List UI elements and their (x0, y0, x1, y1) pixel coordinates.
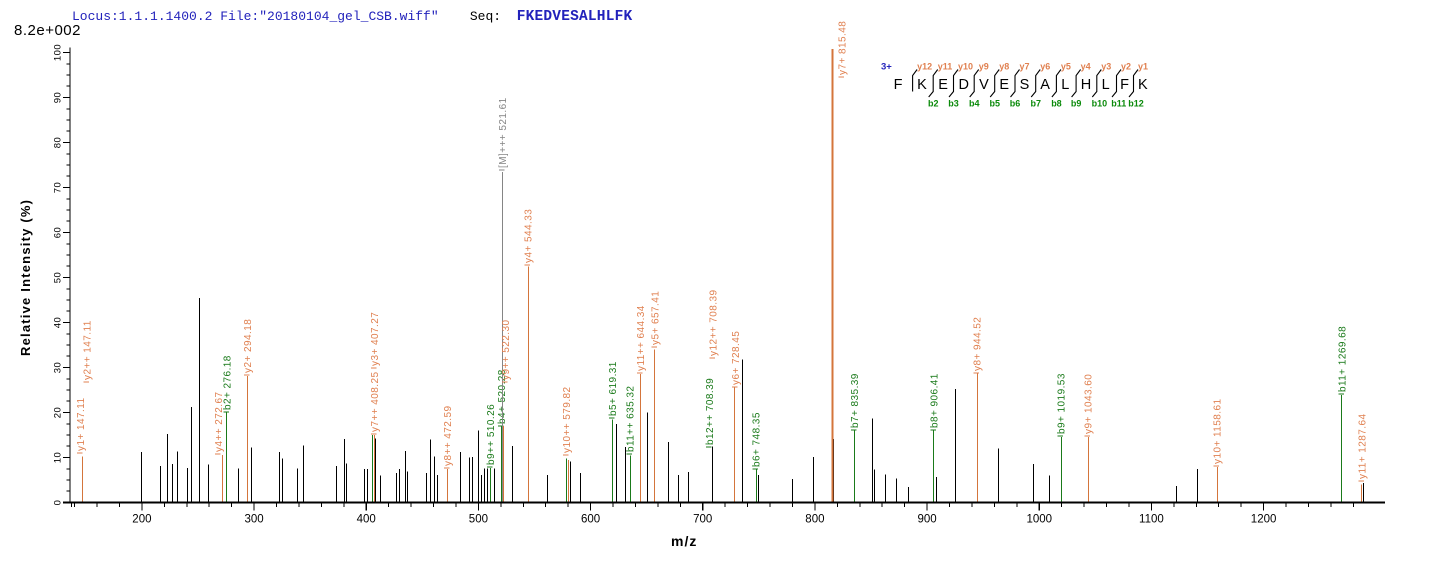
svg-text:y8: y8 (999, 62, 1009, 72)
svg-text:S: S (1020, 77, 1030, 93)
svg-text:60: 60 (53, 227, 64, 238)
svg-text:b6: b6 (1010, 99, 1021, 109)
svg-text:b9++ 510.26: b9++ 510.26 (486, 404, 497, 465)
svg-text:y2+ 294.18: y2+ 294.18 (243, 319, 254, 373)
svg-text:y6+ 728.45: y6+ 728.45 (731, 331, 742, 385)
svg-text:y4: y4 (1081, 62, 1091, 72)
svg-text:A: A (1040, 77, 1050, 93)
svg-text:y4+ 544.33: y4+ 544.33 (524, 209, 535, 263)
svg-text:y6: y6 (1040, 62, 1050, 72)
svg-text:500: 500 (469, 514, 488, 526)
svg-text:Relative Intensity (%): Relative Intensity (%) (18, 199, 33, 356)
svg-text:b7+ 835.39: b7+ 835.39 (850, 373, 861, 428)
svg-text:b2: b2 (928, 99, 939, 109)
svg-text:D: D (959, 77, 969, 93)
svg-text:F: F (894, 77, 903, 93)
svg-text:b10: b10 (1092, 99, 1108, 109)
svg-text:50: 50 (53, 272, 64, 283)
svg-text:1000: 1000 (1027, 514, 1053, 526)
svg-text:y2: y2 (1121, 62, 1131, 72)
svg-text:1100: 1100 (1139, 514, 1164, 526)
svg-text:100: 100 (53, 44, 64, 61)
svg-text:E: E (999, 77, 1009, 93)
svg-text:H: H (1081, 77, 1091, 93)
svg-text:20: 20 (53, 407, 64, 418)
svg-text:b7: b7 (1031, 99, 1042, 109)
svg-text:V: V (979, 77, 989, 93)
svg-text:700: 700 (693, 514, 712, 526)
svg-text:L: L (1102, 77, 1110, 93)
svg-text:b8: b8 (1051, 99, 1062, 109)
svg-text:y11+ 1287.64: y11+ 1287.64 (1357, 413, 1368, 479)
svg-text:y12++ 708.39: y12++ 708.39 (708, 289, 719, 356)
svg-text:y3: y3 (1101, 62, 1111, 72)
svg-text:y7: y7 (1020, 62, 1030, 72)
svg-text:b5: b5 (990, 99, 1001, 109)
svg-text:0: 0 (53, 500, 64, 506)
svg-text:y12: y12 (917, 62, 932, 72)
svg-text:b5+ 619.31: b5+ 619.31 (608, 361, 619, 416)
svg-text:70: 70 (53, 182, 64, 193)
svg-text:K: K (917, 77, 927, 93)
svg-text:b9: b9 (1071, 99, 1082, 109)
svg-text:b11++ 635.32: b11++ 635.32 (626, 386, 637, 452)
svg-text:y10: y10 (958, 62, 973, 72)
svg-text:y1+ 147.11: y1+ 147.11 (76, 397, 87, 451)
svg-text:b6+ 748.35: b6+ 748.35 (752, 412, 763, 467)
svg-text:F: F (1120, 77, 1129, 93)
svg-text:1200: 1200 (1251, 514, 1277, 526)
svg-text:y4++ 272.67: y4++ 272.67 (214, 391, 225, 452)
svg-text:b3: b3 (948, 99, 959, 109)
svg-text:200: 200 (132, 514, 151, 526)
svg-text:E: E (938, 77, 948, 93)
svg-text:y8+ 944.52: y8+ 944.52 (973, 317, 984, 371)
svg-text:90: 90 (53, 92, 64, 103)
svg-text:y2++ 147.11: y2++ 147.11 (83, 320, 94, 380)
svg-text:y9++ 522.30: y9++ 522.30 (501, 319, 512, 380)
svg-text:b12++ 708.39: b12++ 708.39 (705, 378, 716, 445)
svg-text:y11: y11 (938, 62, 953, 72)
svg-text:b2+ 276.18: b2+ 276.18 (222, 355, 233, 410)
svg-text:b4: b4 (969, 99, 980, 109)
svg-text:y5+ 657.41: y5+ 657.41 (651, 291, 662, 345)
svg-text:900: 900 (918, 514, 937, 526)
svg-text:3+: 3+ (881, 61, 892, 72)
svg-text:b8+ 906.41: b8+ 906.41 (929, 373, 940, 428)
svg-text:30: 30 (53, 362, 64, 373)
svg-text:y7++ 408.25: y7++ 408.25 (370, 371, 381, 432)
svg-text:y9: y9 (979, 62, 989, 72)
svg-text:300: 300 (245, 514, 264, 526)
svg-text:b11: b11 (1111, 99, 1126, 109)
svg-text:L: L (1061, 77, 1069, 93)
svg-text:800: 800 (805, 514, 824, 526)
svg-text:10: 10 (53, 452, 64, 463)
svg-text:y7+ 815.48: y7+ 815.48 (837, 21, 848, 75)
svg-text:y8++ 472.59: y8++ 472.59 (443, 405, 454, 466)
svg-text:[M]+++ 521.61: [M]+++ 521.61 (498, 97, 509, 168)
svg-text:80: 80 (53, 137, 64, 148)
svg-text:600: 600 (581, 514, 600, 526)
svg-text:y10+ 1158.61: y10+ 1158.61 (1213, 398, 1224, 464)
svg-text:b9+ 1019.53: b9+ 1019.53 (1057, 373, 1068, 434)
svg-text:400: 400 (357, 514, 376, 526)
svg-text:y11++ 644.34: y11++ 644.34 (636, 305, 647, 371)
svg-text:y3+ 407.27: y3+ 407.27 (370, 312, 381, 366)
svg-text:40: 40 (53, 317, 64, 328)
svg-text:y5: y5 (1061, 62, 1071, 72)
svg-text:y1: y1 (1138, 62, 1148, 72)
svg-text:y9+ 1043.60: y9+ 1043.60 (1084, 374, 1095, 434)
svg-text:K: K (1138, 77, 1148, 93)
svg-text:b12: b12 (1128, 99, 1144, 109)
svg-text:y10++ 579.82: y10++ 579.82 (562, 386, 573, 453)
svg-text:b11+ 1269.68: b11+ 1269.68 (1337, 326, 1348, 392)
